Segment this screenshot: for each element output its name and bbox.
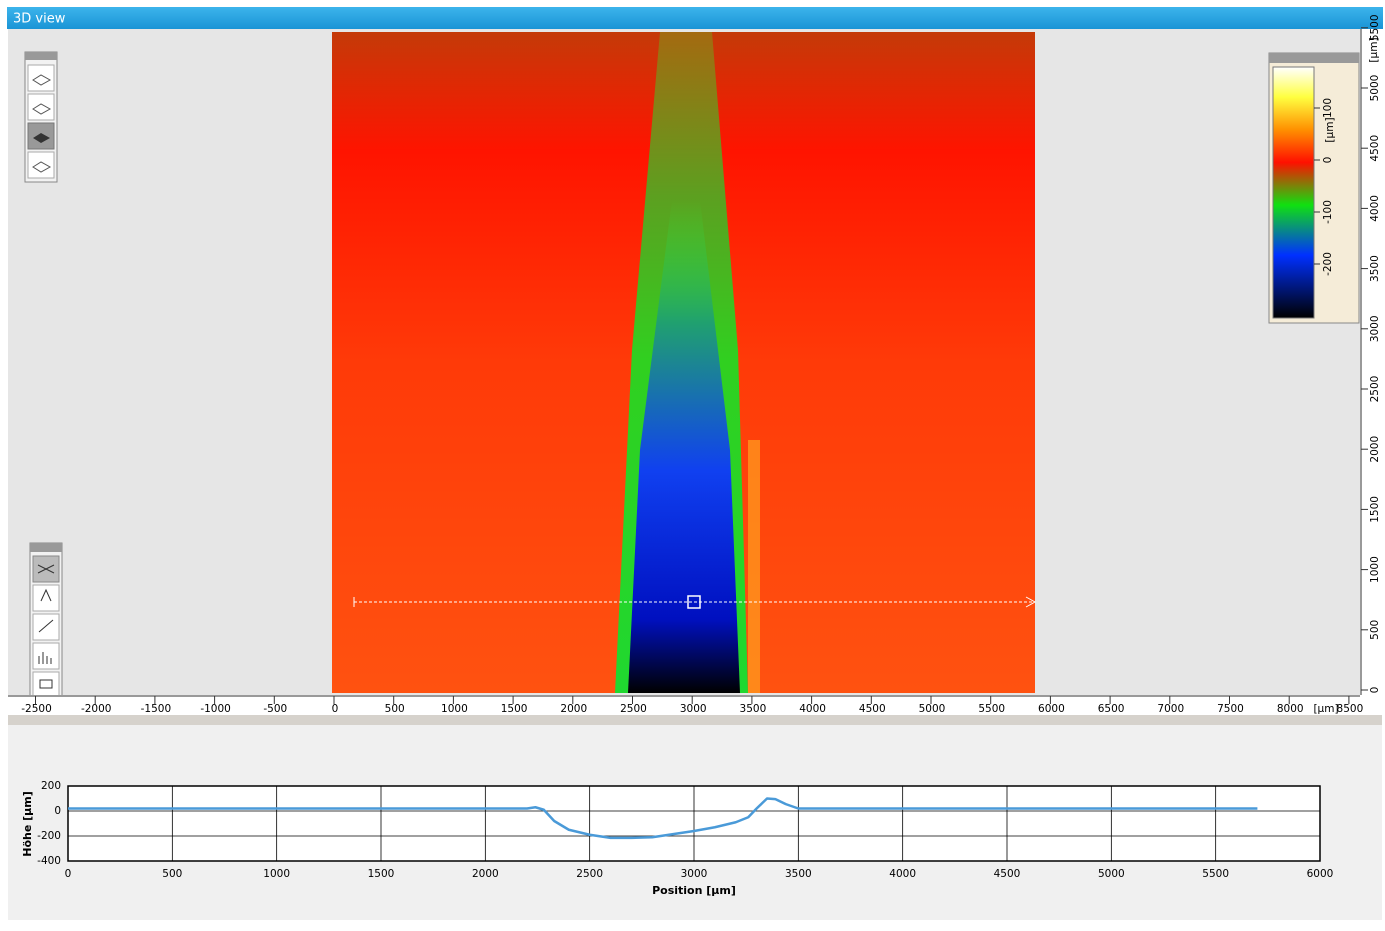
- y-ruler-label: 3500: [1369, 255, 1381, 282]
- x-tick-label: 5000: [1098, 868, 1125, 880]
- plot-frame: [67, 785, 1321, 862]
- y-ruler-label: 5000: [1369, 75, 1381, 102]
- colorbar: [µm]: [1268, 52, 1360, 324]
- x-ruler-label: 6500: [1098, 703, 1125, 715]
- x-tick-label: 1500: [368, 868, 395, 880]
- y-axis-label: Höhe [µm]: [21, 791, 34, 857]
- y-ruler-label: 5500: [1369, 14, 1381, 41]
- x-ruler-label: 8500: [1337, 703, 1364, 715]
- x-tick-label: 4500: [994, 868, 1021, 880]
- x-ruler-label: 4500: [859, 703, 886, 715]
- x-ruler-unit-bg: [1312, 700, 1342, 714]
- cut-toolbar: [29, 542, 63, 701]
- x-ruler-label: 7000: [1157, 703, 1184, 715]
- y-ruler-label: 1000: [1369, 556, 1381, 583]
- y-tick-label: 0: [54, 805, 61, 817]
- x-tick-label: 0: [65, 868, 72, 880]
- x-ruler-label: 6000: [1038, 703, 1065, 715]
- y-ruler-label: 2000: [1369, 436, 1381, 463]
- x-ruler-label: -1000: [200, 703, 231, 715]
- x-tick-label: 2500: [576, 868, 603, 880]
- y-tick-label: 200: [41, 780, 61, 792]
- x-ruler-label: -500: [263, 703, 287, 715]
- x-ruler-unit: [µm]: [1313, 703, 1338, 715]
- x-ruler-label: 0: [332, 703, 339, 715]
- y-ruler-label: 500: [1369, 620, 1381, 640]
- x-ruler-label: 5500: [978, 703, 1005, 715]
- splitter[interactable]: [8, 715, 1382, 725]
- x-tick-label: 500: [162, 868, 182, 880]
- x-ruler-label: 1000: [441, 703, 468, 715]
- colorbar-label: -200: [1322, 252, 1334, 276]
- x-tick-label: 2000: [472, 868, 499, 880]
- window-title: 3D view: [13, 12, 66, 27]
- title-bar: [7, 7, 1383, 29]
- x-ruler-label: 4000: [799, 703, 826, 715]
- x-ruler-label: 5000: [919, 703, 946, 715]
- channel-rim: [748, 440, 760, 693]
- view-toolbar: [24, 51, 58, 183]
- x-ruler-label: 3500: [740, 703, 767, 715]
- colorbar-label: 0: [1322, 157, 1334, 164]
- colorbar-unit: [µm]: [1324, 117, 1336, 142]
- tool-button[interactable]: [27, 93, 55, 121]
- y-ruler-label: 0: [1369, 687, 1381, 694]
- profile-arrow: [1025, 596, 1037, 608]
- profile-curve: [68, 797, 1258, 840]
- profile-handle[interactable]: [687, 595, 701, 609]
- y-ruler: [1360, 29, 1382, 695]
- x-ruler-label: 1500: [501, 703, 528, 715]
- tool-button[interactable]: [27, 151, 55, 179]
- x-ruler-label: -1500: [141, 703, 172, 715]
- x-ruler-label: -2000: [81, 703, 112, 715]
- y-ruler-label: 2500: [1369, 376, 1381, 403]
- y-ruler-label: 4500: [1369, 135, 1381, 162]
- colorbar-label: -100: [1322, 200, 1334, 224]
- x-ruler-label: 3000: [680, 703, 707, 715]
- tool-button[interactable]: [32, 671, 60, 699]
- tool-button[interactable]: [27, 64, 55, 92]
- y-ruler-unit: [µm]: [1368, 37, 1380, 62]
- x-ruler-label: 2000: [560, 703, 587, 715]
- x-ruler-label: 8000: [1277, 703, 1304, 715]
- x-tick-label: 4000: [889, 868, 916, 880]
- x-ruler-label: -2500: [21, 703, 52, 715]
- x-ruler-label: 7500: [1217, 703, 1244, 715]
- channel-core: [628, 200, 740, 693]
- y-tick-label: -400: [37, 855, 61, 867]
- x-tick-label: 1000: [263, 868, 290, 880]
- x-axis-label: Position [µm]: [652, 884, 736, 897]
- x-ruler-label: 2500: [620, 703, 647, 715]
- y-tick-label: -200: [37, 830, 61, 842]
- tool-button[interactable]: [32, 642, 60, 670]
- colorbar-label: 100: [1322, 98, 1334, 118]
- y-ruler-label: 1500: [1369, 496, 1381, 523]
- x-tick-label: 6000: [1307, 868, 1334, 880]
- x-ruler-label: 500: [385, 703, 405, 715]
- x-tick-label: 3500: [785, 868, 812, 880]
- tool-button[interactable]: [32, 584, 60, 612]
- x-ruler: [8, 695, 1360, 715]
- tool-button[interactable]: [32, 613, 60, 641]
- x-tick-label: 5500: [1202, 868, 1229, 880]
- x-tick-label: 3000: [681, 868, 708, 880]
- y-ruler-label: 4000: [1369, 195, 1381, 222]
- y-ruler-label: 3000: [1369, 315, 1381, 342]
